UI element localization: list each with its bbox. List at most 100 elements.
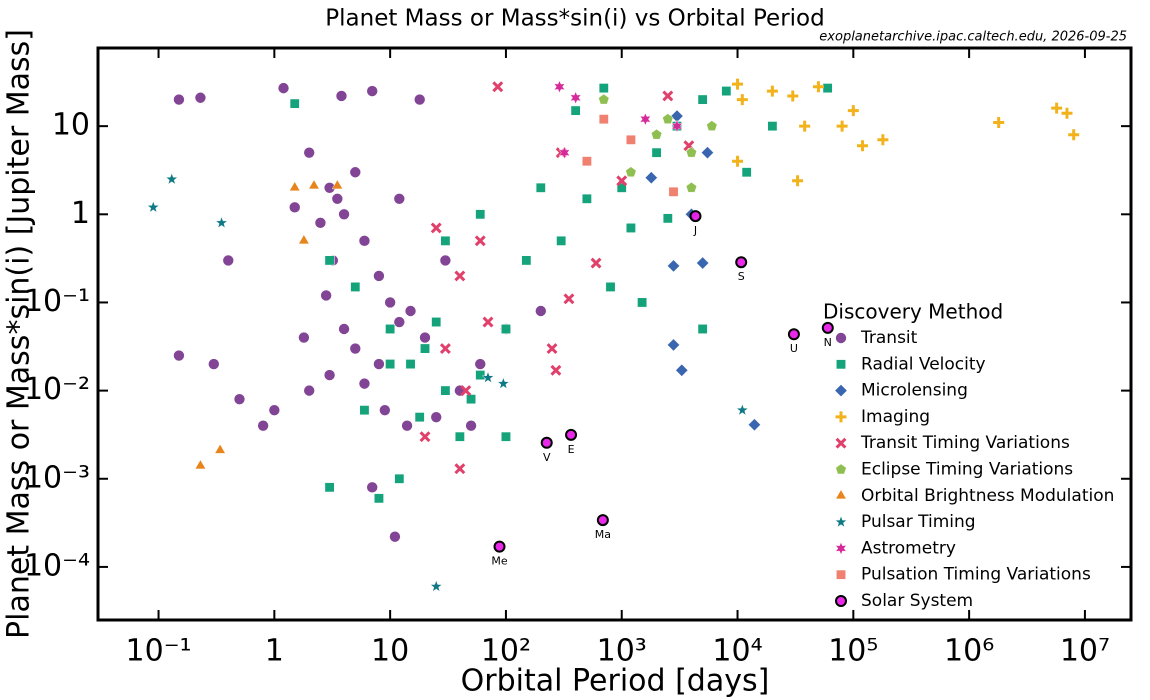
marker (373, 358, 385, 370)
marker (697, 324, 708, 334)
marker (540, 436, 553, 449)
marker (787, 90, 799, 102)
marker (430, 411, 443, 423)
marker (358, 377, 371, 390)
marker (207, 358, 220, 370)
marker (616, 175, 628, 187)
marker (637, 297, 648, 308)
marker (1051, 102, 1063, 114)
marker (605, 282, 616, 292)
y-tick-label: 10⁻³ (24, 460, 90, 495)
marker (393, 316, 406, 328)
marker (320, 289, 332, 302)
marker (165, 172, 179, 185)
marker (847, 105, 859, 117)
marker (373, 493, 384, 504)
marker (689, 210, 702, 223)
marker (835, 437, 847, 449)
marker (662, 90, 674, 102)
marker (385, 359, 396, 370)
marker (419, 331, 431, 344)
marker (836, 359, 846, 370)
marker (338, 208, 350, 221)
marker (401, 419, 413, 432)
legend-label: Astrometry (861, 538, 956, 558)
marker (385, 324, 396, 334)
marker (736, 94, 748, 106)
marker (214, 443, 226, 454)
marker (405, 359, 416, 370)
legend-title: Discovery Method (823, 300, 1003, 324)
point-label: Ma (595, 528, 611, 541)
marker (439, 254, 452, 267)
marker (454, 431, 465, 442)
legend-label: Transit (860, 328, 918, 348)
marker (685, 182, 697, 193)
y-tick-label: 10⁻² (24, 372, 90, 407)
marker (475, 209, 486, 220)
marker (550, 364, 562, 376)
marker (569, 91, 582, 105)
marker (834, 384, 848, 397)
plot-area (146, 78, 1080, 592)
legend-label: Radial Velocity (861, 354, 986, 374)
marker (835, 595, 847, 607)
plot-frame (96, 46, 1133, 622)
marker (481, 371, 495, 384)
marker (662, 213, 673, 224)
y-axis-label: Planet Mass or Mass*sin(i) [Jupiter Mass… (2, 29, 37, 639)
marker (877, 134, 889, 146)
marker (501, 324, 511, 334)
marker (799, 120, 811, 132)
y-tick-label: 10⁻¹ (24, 284, 90, 319)
marker (454, 270, 466, 282)
marker (836, 120, 848, 132)
marker (598, 93, 610, 105)
marker (767, 121, 778, 132)
legend-label: Orbital Brightness Modulation (861, 486, 1114, 506)
marker (706, 120, 718, 131)
marker (404, 305, 417, 317)
marker (556, 235, 567, 246)
marker (492, 81, 504, 93)
marker (721, 86, 732, 96)
marker (598, 83, 609, 94)
legend-label: Microlensing (861, 381, 968, 401)
marker (696, 256, 710, 270)
marker (581, 193, 592, 204)
marker (331, 179, 343, 190)
point-label: U (790, 342, 798, 355)
marker (558, 146, 571, 160)
x-tick-label: 10⁻¹ (126, 634, 192, 669)
marker (787, 328, 800, 341)
marker (667, 259, 680, 273)
point-label: J (693, 224, 697, 237)
marker (465, 419, 477, 432)
marker (349, 166, 362, 179)
marker (440, 235, 451, 246)
marker (338, 323, 350, 335)
x-tick-label: 10⁴ (712, 634, 762, 669)
marker (553, 80, 566, 94)
marker (474, 358, 487, 370)
marker (414, 412, 425, 423)
marker (460, 385, 472, 397)
marker (413, 93, 426, 106)
x-tick-label: 10⁶ (944, 634, 994, 669)
marker (349, 342, 362, 355)
marker (732, 155, 744, 167)
marker (419, 431, 431, 443)
marker (836, 569, 846, 580)
point-label: Me (491, 555, 507, 568)
x-axis-label: Orbital Period [days] (461, 664, 770, 699)
marker (598, 114, 609, 125)
marker (668, 186, 679, 197)
marker (546, 343, 558, 355)
marker (662, 113, 674, 124)
marker (644, 171, 658, 185)
marker (474, 235, 486, 247)
marker (590, 257, 602, 269)
marker (257, 419, 269, 432)
marker (741, 167, 752, 178)
